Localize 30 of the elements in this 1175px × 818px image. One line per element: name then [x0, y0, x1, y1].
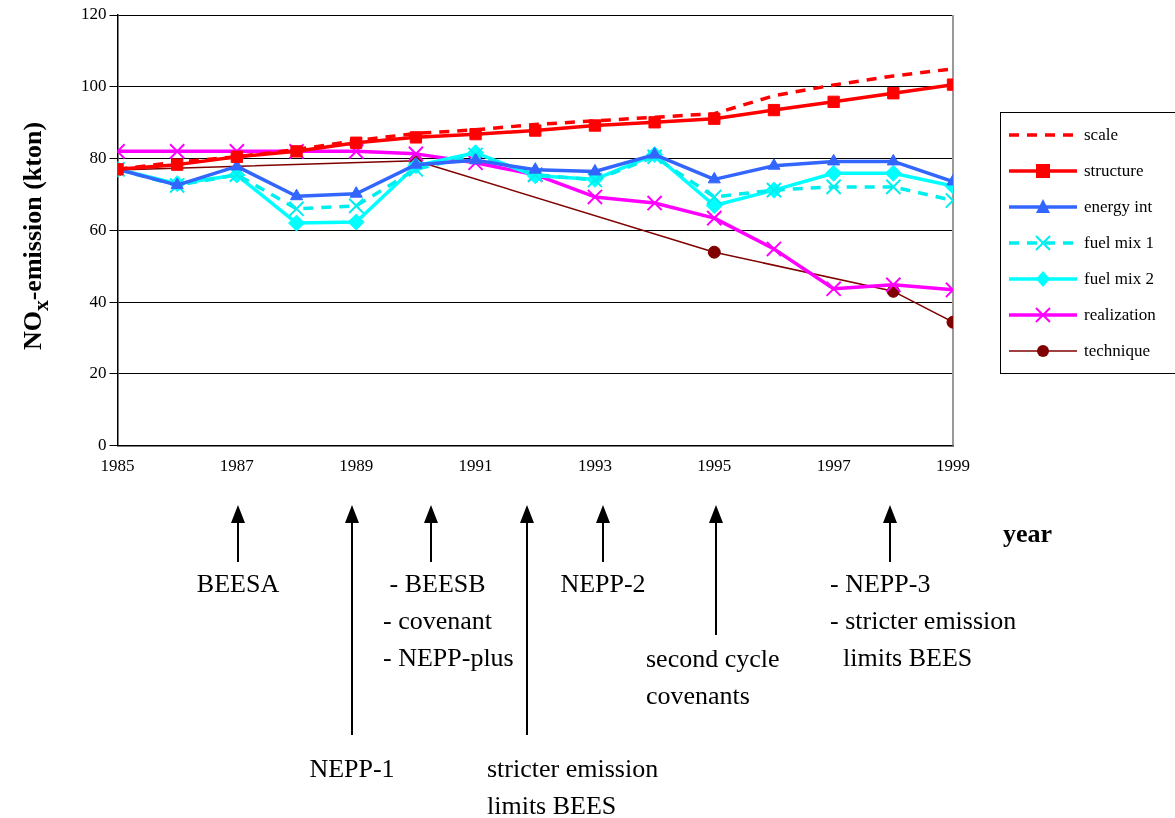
x-tick-label: 1999 [936, 456, 970, 476]
x-tick-label: 1991 [458, 456, 493, 476]
x-tick-label: 1989 [339, 456, 374, 476]
legend-label: structure [1084, 161, 1144, 181]
text: - BEESB - covenant - NEPP-plus [383, 568, 514, 672]
text: second cycle covenants [646, 643, 780, 710]
y-tick-label: 0 [98, 435, 107, 455]
y-tick-label: 60 [89, 219, 107, 239]
text: stricter emission limits BEES [487, 753, 659, 818]
legend-label: scale [1084, 125, 1118, 145]
y-tick-label: 80 [89, 148, 107, 167]
text: NEPP-2 [560, 568, 646, 598]
x-tick-label: 1993 [577, 456, 612, 476]
legend-label: realization [1084, 305, 1156, 325]
legend-label: energy int [1084, 197, 1153, 217]
legend-label: fuel mix 1 [1084, 233, 1154, 253]
x-tick-label: 1985 [100, 456, 135, 476]
x-tick-label: 1987 [219, 456, 255, 476]
y-tick-label: 40 [89, 291, 107, 311]
x-axis-title: year [1003, 518, 1053, 548]
text: NEPP-1 [309, 753, 395, 783]
text: BEESA [196, 568, 280, 598]
y-tick-label: 100 [81, 76, 107, 96]
y-tick-label: 20 [89, 363, 107, 383]
x-tick-label: 1995 [697, 456, 732, 476]
legend-label: technique [1084, 341, 1151, 361]
x-tick-label: 1997 [816, 456, 852, 476]
text: - NEPP-3 - stricter emission limits BEES [830, 568, 1017, 672]
legend-label: fuel mix 2 [1084, 269, 1154, 289]
y-tick-label: 120 [81, 4, 107, 24]
